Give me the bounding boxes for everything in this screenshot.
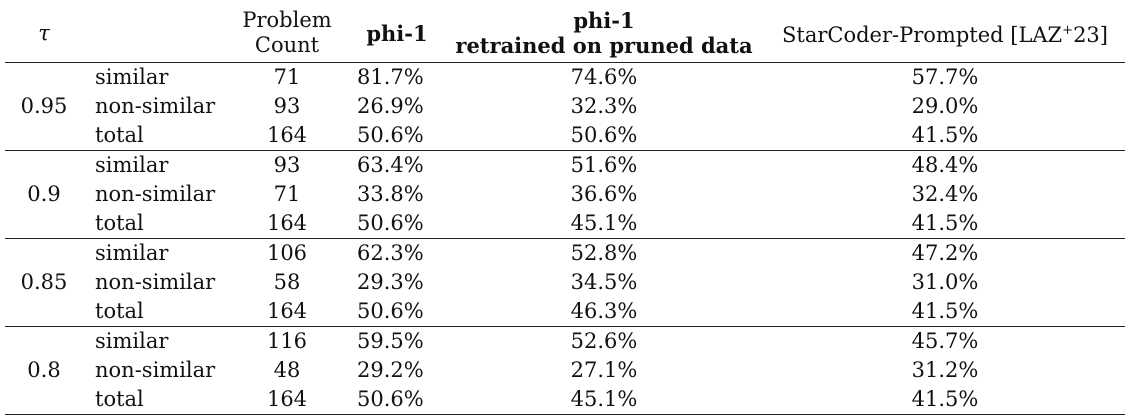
- starcoder-cell: 48.4%: [911, 153, 979, 177]
- count-cell: 164: [266, 387, 308, 411]
- retrained-cell: 50.6%: [570, 123, 638, 147]
- category-cell: non-similar: [95, 358, 216, 382]
- category-cell: similar: [95, 241, 169, 265]
- table-row: 0.85 similar 106 62.3% 52.8% 47.2%: [5, 239, 1125, 294]
- header-starcoder-prefix: StarCoder-Prompted [LAZ: [782, 23, 1063, 47]
- phi1-cell: 50.6%: [357, 211, 424, 235]
- header-problem-count: Problem Count: [223, 4, 351, 63]
- retrained-cell: 45.1%: [570, 387, 638, 411]
- category-cell: similar: [95, 329, 169, 353]
- table-row: 0.8 similar 116 59.5% 52.6% 45.7%: [5, 327, 1125, 382]
- header-starcoder: StarCoder-Prompted [LAZ+23]: [765, 4, 1125, 63]
- table-row: non-similar 48 29.2% 27.1% 31.2%: [5, 356, 1125, 385]
- count-cell: 164: [266, 123, 308, 147]
- table-row: total 164 50.6% 45.1% 41.5%: [5, 209, 1125, 239]
- count-cell: 164: [266, 299, 308, 323]
- phi1-cell: 29.3%: [357, 270, 424, 294]
- header-problem-count-line2: Count: [254, 33, 320, 57]
- retrained-cell: 46.3%: [570, 299, 638, 323]
- tau-value: 0.85: [20, 270, 68, 294]
- count-cell: 93: [273, 94, 301, 118]
- count-cell: 164: [266, 211, 308, 235]
- header-tau: τ: [38, 20, 50, 45]
- starcoder-cell: 31.0%: [911, 270, 979, 294]
- category-cell: total: [95, 211, 144, 235]
- phi1-cell: 29.2%: [357, 358, 424, 382]
- count-cell: 71: [273, 182, 301, 206]
- phi1-cell: 63.4%: [357, 153, 424, 177]
- count-cell: 71: [273, 65, 301, 89]
- count-cell: 58: [273, 270, 301, 294]
- count-cell: 106: [266, 241, 308, 265]
- starcoder-cell: 31.2%: [911, 358, 979, 382]
- header-phi1: phi-1: [366, 20, 428, 46]
- count-cell: 116: [266, 329, 308, 353]
- header-category: [83, 4, 223, 63]
- category-cell: total: [95, 387, 144, 411]
- category-cell: total: [95, 123, 144, 147]
- category-cell: similar: [95, 65, 169, 89]
- retrained-cell: 27.1%: [570, 358, 638, 382]
- retrained-cell: 52.6%: [570, 329, 638, 353]
- starcoder-cell: 57.7%: [911, 65, 979, 89]
- header-retrained-line1: phi-1: [573, 8, 635, 33]
- retrained-cell: 36.6%: [570, 182, 638, 206]
- starcoder-cell: 45.7%: [911, 329, 979, 353]
- retrained-cell: 74.6%: [570, 65, 638, 89]
- count-cell: 48: [273, 358, 301, 382]
- table-row: 0.9 similar 93 63.4% 51.6% 48.4%: [5, 151, 1125, 206]
- phi1-cell: 62.3%: [357, 241, 424, 265]
- phi1-cell: 81.7%: [357, 65, 424, 89]
- phi1-cell: 26.9%: [357, 94, 424, 118]
- tau-value: 0.95: [20, 94, 68, 118]
- table-row: non-similar 93 26.9% 32.3% 29.0%: [5, 92, 1125, 121]
- retrained-cell: 52.8%: [570, 241, 638, 265]
- header-starcoder-sup: +: [1062, 23, 1074, 38]
- header-retrained-line2: retrained on pruned data: [455, 33, 753, 58]
- phi1-cell: 59.5%: [357, 329, 424, 353]
- category-cell: non-similar: [95, 182, 216, 206]
- tau-value: 0.9: [27, 182, 61, 206]
- phi1-cell: 33.8%: [357, 182, 424, 206]
- table-row: non-similar 71 33.8% 36.6% 32.4%: [5, 180, 1125, 209]
- group-tau-0-95: 0.95 similar 71 81.7% 74.6% 57.7% non-si…: [5, 63, 1125, 151]
- starcoder-cell: 41.5%: [911, 387, 979, 411]
- phi1-cell: 50.6%: [357, 299, 424, 323]
- table-row: total 164 50.6% 45.1% 41.5%: [5, 385, 1125, 415]
- table-row: non-similar 58 29.3% 34.5% 31.0%: [5, 268, 1125, 297]
- header-phi1-retrained: phi-1 retrained on pruned data: [443, 4, 765, 63]
- group-tau-0-85: 0.85 similar 106 62.3% 52.8% 47.2% non-s…: [5, 239, 1125, 327]
- group-tau-0-8: 0.8 similar 116 59.5% 52.6% 45.7% non-si…: [5, 327, 1125, 415]
- phi1-cell: 50.6%: [357, 387, 424, 411]
- starcoder-cell: 29.0%: [911, 94, 979, 118]
- header-starcoder-suffix: 23]: [1073, 23, 1108, 47]
- category-cell: similar: [95, 153, 169, 177]
- results-table: τ Problem Count phi-1 phi-1 retrained on…: [5, 4, 1125, 415]
- starcoder-cell: 47.2%: [911, 241, 979, 265]
- header-problem-count-line1: Problem: [242, 8, 332, 32]
- retrained-cell: 34.5%: [570, 270, 638, 294]
- category-cell: total: [95, 299, 144, 323]
- retrained-cell: 32.3%: [570, 94, 638, 118]
- category-cell: non-similar: [95, 270, 216, 294]
- starcoder-cell: 41.5%: [911, 299, 979, 323]
- category-cell: non-similar: [95, 94, 216, 118]
- header-row: τ Problem Count phi-1 phi-1 retrained on…: [5, 4, 1125, 63]
- retrained-cell: 45.1%: [570, 211, 638, 235]
- phi1-cell: 50.6%: [357, 123, 424, 147]
- retrained-cell: 51.6%: [570, 153, 638, 177]
- table-row: total 164 50.6% 50.6% 41.5%: [5, 121, 1125, 151]
- starcoder-cell: 41.5%: [911, 211, 979, 235]
- tau-value: 0.8: [27, 358, 61, 382]
- count-cell: 93: [273, 153, 301, 177]
- table-row: total 164 50.6% 46.3% 41.5%: [5, 297, 1125, 327]
- group-tau-0-9: 0.9 similar 93 63.4% 51.6% 48.4% non-sim…: [5, 151, 1125, 239]
- table-row: 0.95 similar 71 81.7% 74.6% 57.7%: [5, 63, 1125, 118]
- starcoder-cell: 41.5%: [911, 123, 979, 147]
- starcoder-cell: 32.4%: [911, 182, 979, 206]
- table-header: τ Problem Count phi-1 phi-1 retrained on…: [5, 4, 1125, 63]
